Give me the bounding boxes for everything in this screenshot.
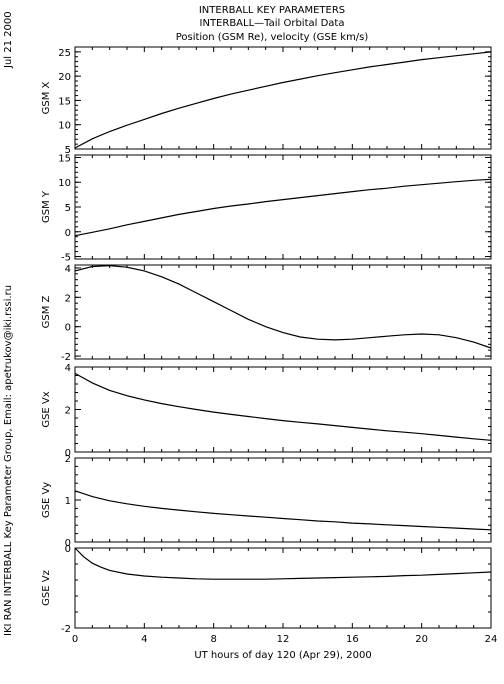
y-tick-label: 0 <box>65 228 71 239</box>
x-tick-label: 8 <box>210 634 216 645</box>
y-tick-label: -2 <box>61 624 71 635</box>
y-tick-label: 2 <box>65 406 71 417</box>
y-tick-label: 1 <box>65 496 71 507</box>
chart-title-line-1: INTERBALL KEY PARAMETERS <box>199 5 345 16</box>
x-tick-label: 16 <box>346 634 359 645</box>
y-tick-label: 25 <box>58 48 71 59</box>
y-tick-label: -5 <box>61 253 71 264</box>
y-axis-label: GSM Z <box>41 295 52 328</box>
y-tick-label: 0 <box>65 448 71 459</box>
credit-line: IKI RAN INTERBALL Key Parameter Group, E… <box>3 285 14 636</box>
chart-title-line-3: Position (GSM Re), velocity (GSE km/s) <box>176 32 369 43</box>
y-tick-label: 10 <box>58 121 71 132</box>
x-tick-label: 20 <box>415 634 428 645</box>
panel-frame <box>74 46 492 150</box>
y-axis-label: GSM X <box>41 81 52 114</box>
y-tick-label: -2 <box>61 352 71 363</box>
x-tick-label: 12 <box>277 634 290 645</box>
panel-3: -2 0 2 4 GSM Z <box>41 264 492 363</box>
y-tick-label: 0 <box>65 538 71 549</box>
y-tick-label: 2 <box>65 293 71 304</box>
date-stamp: Jul 21 2000 <box>3 11 14 69</box>
series-line-gse-vx <box>74 372 492 441</box>
series-line-gse-vz <box>74 547 492 580</box>
panel-frame <box>74 366 492 453</box>
series-line-gsm-y <box>74 178 492 237</box>
y-tick-label: 2 <box>65 454 71 465</box>
x-tick-label: 24 <box>485 634 498 645</box>
panel-4: 0 2 4 GSE Vx <box>41 363 492 459</box>
panel-1: 5 10 15 20 25 GSM X <box>41 46 492 156</box>
panel-frame <box>74 264 492 360</box>
y-axis-label: GSM Y <box>41 190 52 223</box>
y-tick-label: 20 <box>58 72 71 83</box>
series-line-gsm-x <box>74 51 492 149</box>
x-tick-label: 0 <box>72 634 78 645</box>
y-axis-label: GSE Vy <box>41 482 52 518</box>
y-tick-label: 0 <box>65 544 71 555</box>
y-tick-label: 4 <box>65 363 71 374</box>
series-line-gse-vy <box>74 490 492 531</box>
series-line-gsm-z <box>74 265 492 349</box>
panel-2: -5 0 5 10 15 GSM Y <box>41 153 492 264</box>
y-tick-label: 10 <box>58 178 71 189</box>
x-tick-label: 4 <box>141 634 147 645</box>
y-tick-label: 4 <box>65 264 71 275</box>
panel-frame <box>74 547 492 629</box>
y-tick-label: 15 <box>58 153 71 164</box>
chart-title-line-2: INTERBALL—Tail Orbital Data <box>200 18 345 29</box>
panel-frame <box>74 154 492 260</box>
y-tick-label: 5 <box>65 145 71 156</box>
panel-5: 0 1 2 GSE Vy <box>41 454 492 549</box>
y-tick-label: 5 <box>65 203 71 214</box>
x-axis-label: UT hours of day 120 (Apr 29), 2000 <box>194 650 371 661</box>
y-axis-label: GSE Vx <box>41 391 52 427</box>
y-axis-label: GSE Vz <box>41 570 52 606</box>
y-tick-label: 0 <box>65 323 71 334</box>
y-tick-label: 15 <box>58 96 71 107</box>
panel-frame <box>74 457 492 543</box>
